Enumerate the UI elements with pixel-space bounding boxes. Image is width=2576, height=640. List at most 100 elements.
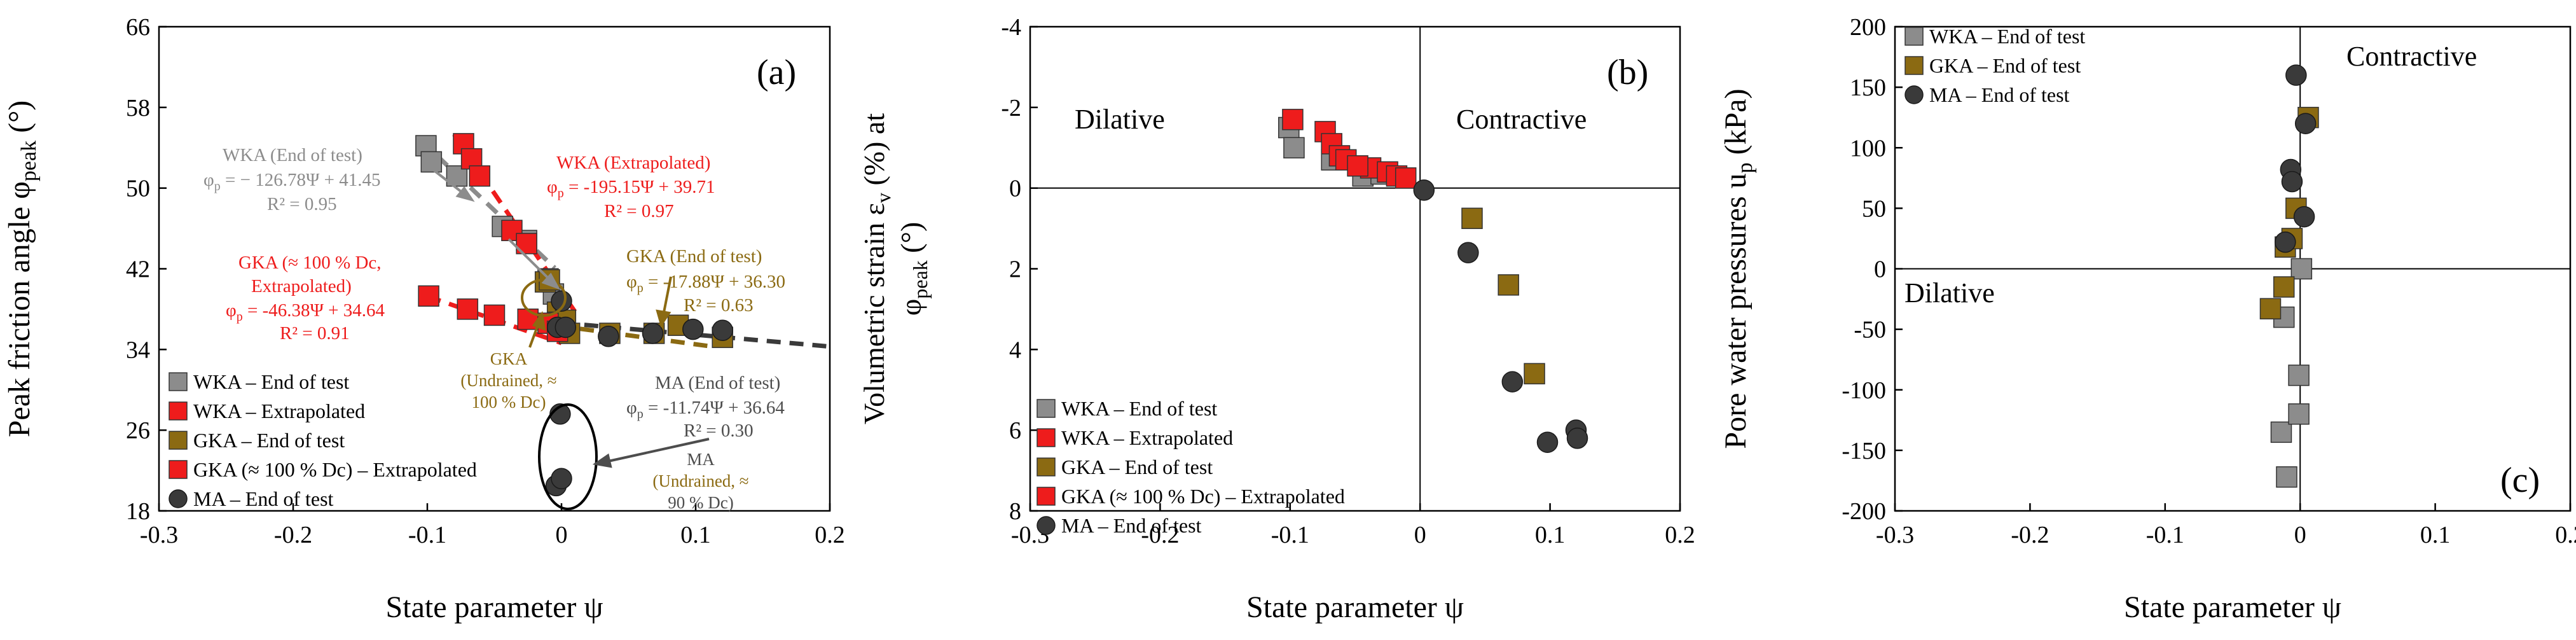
data-point <box>2270 421 2292 443</box>
y-tick-label: 8 <box>1009 498 1021 525</box>
legend-label: WKA – Extrapolated <box>193 400 365 422</box>
x-tick-label: 0.2 <box>815 522 845 548</box>
y-tick-label: -200 <box>1842 498 1886 525</box>
legend-marker <box>1037 399 1056 418</box>
ann-ma-end-r2: R² = 0.30 <box>684 421 754 441</box>
y-tick-label: 0 <box>1009 176 1021 202</box>
x-tick-label: 0 <box>556 522 568 548</box>
ann-gka-ext-title1: GKA (≈ 100 % Dc, <box>238 253 382 273</box>
y-tick-label: 26 <box>126 417 150 444</box>
data-point <box>1413 179 1435 201</box>
legend-label: WKA – End of test <box>1061 397 1217 420</box>
y-tick-label: 100 <box>1850 135 1886 162</box>
region-contractive-b: Contractive <box>1456 104 1587 135</box>
ann-wka-ext-title: WKA (Extrapolated) <box>556 153 710 173</box>
legend-marker <box>1037 457 1056 477</box>
data-point <box>551 290 572 312</box>
y-tick-label: 200 <box>1850 14 1886 41</box>
x-tick-label: 0.2 <box>2555 522 2576 548</box>
gka-undrained-ellipse <box>521 279 567 317</box>
data-point <box>2273 276 2295 298</box>
legend-label: GKA (≈ 100 % Dc) – Extrapolated <box>193 458 477 481</box>
ann-wka-end-title: WKA (End of test) <box>223 145 362 165</box>
legend-label: GKA – End of test <box>1061 456 1213 478</box>
y-tick-label: 58 <box>126 95 150 122</box>
panel-b-volumetric-strain: -0.3 -0.2 -0.1 0 0.1 0.2 -4 -2 0 2 4 6 8 Dilative Co… <box>852 0 1704 640</box>
panel-label: (c) <box>2500 461 2540 500</box>
y-tick-label: 66 <box>126 14 150 41</box>
ann-wka-ext-r2: R² = 0.97 <box>604 201 674 221</box>
data-point <box>1347 155 1368 177</box>
data-point <box>712 319 733 341</box>
legend-marker <box>169 431 188 450</box>
x-tick-label: -0.2 <box>2011 522 2049 548</box>
ann-gka-end-r2: R² = 0.63 <box>684 295 754 316</box>
y-tick-label: 0 <box>1874 256 1886 283</box>
chart-a-svg: -0.3 -0.2 -0.1 0 0.1 0.2 18 26 34 42 50 58 66 <box>3 14 845 624</box>
data-point <box>1395 167 1417 189</box>
legend-label: GKA (≈ 100 % Dc) – Extrapolated <box>1061 485 1345 508</box>
legend-marker <box>169 401 188 421</box>
data-point <box>1501 371 1524 393</box>
y-tick-label: 6 <box>1009 417 1021 444</box>
data-point <box>457 298 479 320</box>
y-axis-label-line1: Volumetric strain εv (%) at <box>858 113 895 424</box>
legend-marker <box>1037 428 1056 447</box>
trend-line <box>419 138 556 270</box>
ann-gka-end-title: GKA (End of test) <box>626 246 762 267</box>
legend-marker <box>169 489 188 508</box>
data-point <box>2288 365 2310 386</box>
ann-ma-und-3: 90 % Dc) <box>668 493 733 512</box>
ann-ma-und-2: (Undrained, ≈ <box>652 471 748 490</box>
data-point <box>2293 205 2315 228</box>
data-point <box>554 316 577 338</box>
x-tick-label: -0.3 <box>1876 522 1914 548</box>
panel-a-friction-angle: -0.3 -0.2 -0.1 0 0.1 0.2 18 26 34 42 50 58 66 <box>0 0 852 640</box>
data-point <box>2294 113 2317 134</box>
y-axis-label: Peak friction angle φpeak (°) <box>3 101 41 438</box>
x-tick-label: -0.2 <box>1141 522 1179 548</box>
data-point <box>1283 137 1305 158</box>
panel-c-pore-pressure: -0.3 -0.2 -0.1 0 0.1 0.2 -200 -150 -100 -50 0 50 100… <box>1704 0 2576 640</box>
data-point <box>1457 242 1479 263</box>
x-axis-label: State parameter ψ <box>1246 590 1464 624</box>
x-tick-label: 0.2 <box>1665 522 1695 548</box>
legend-label: GKA – End of test <box>193 429 345 452</box>
y-tick-label: 42 <box>126 256 150 283</box>
data-point <box>1566 428 1588 449</box>
data-point <box>1498 274 1519 296</box>
y-tick-label: 50 <box>126 176 150 202</box>
ann-ma-end-title: MA (End of test) <box>655 373 780 393</box>
legend-label: WKA – End of test <box>1929 25 2085 48</box>
y-axis-label-line2: φpeak (°) <box>895 222 932 316</box>
data-point <box>1282 109 1304 130</box>
data-point <box>551 468 572 490</box>
x-tick-label: 0 <box>2294 522 2306 548</box>
y-tick-label: 2 <box>1009 256 1021 283</box>
ann-wka-end-eq: φp = − 126.78Ψ + 41.45 <box>203 170 380 193</box>
ma-undrained-ellipse <box>538 403 598 510</box>
y-tick-label: -50 <box>1854 317 1886 344</box>
ann-gka-ext-eq: φp = -46.38Ψ + 34.64 <box>226 300 385 324</box>
x-tick-label: -0.3 <box>140 522 178 548</box>
x-tick-label: -0.1 <box>408 522 446 548</box>
legend-marker <box>1904 85 1924 104</box>
data-point <box>598 325 619 347</box>
data-point <box>2276 466 2297 488</box>
panel-label: (a) <box>757 53 796 92</box>
legend-label: MA – End of test <box>1929 83 2070 106</box>
x-tick-label: 0.1 <box>2420 522 2451 548</box>
data-point <box>483 304 506 326</box>
legend-marker <box>1037 516 1056 535</box>
data-point <box>1524 363 1545 385</box>
legend-label: GKA – End of test <box>1929 54 2081 77</box>
ann-gka-end-eq: φp = -17.88Ψ + 36.30 <box>626 272 785 295</box>
legend-label: WKA – End of test <box>193 370 349 393</box>
x-tick-label: -0.2 <box>274 522 312 548</box>
y-tick-label: 4 <box>1009 337 1021 363</box>
x-axis-label: State parameter ψ <box>386 590 603 624</box>
legend-marker <box>1904 56 1924 75</box>
ann-wka-end-r2: R² = 0.95 <box>267 194 337 214</box>
data-point <box>469 165 491 187</box>
